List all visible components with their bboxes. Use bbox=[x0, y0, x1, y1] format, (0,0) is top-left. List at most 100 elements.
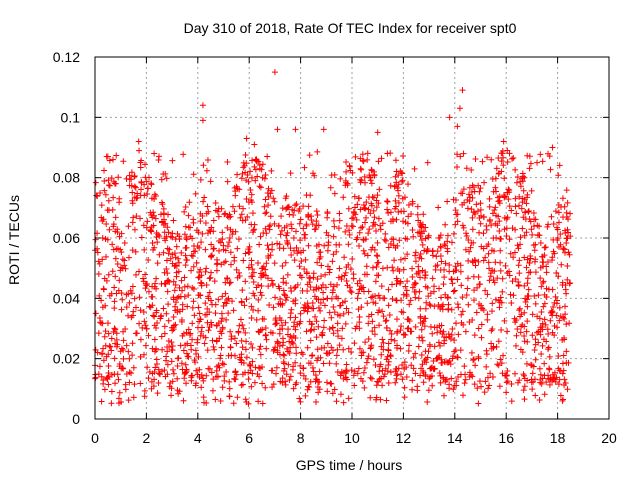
data-point bbox=[302, 376, 309, 383]
data-point bbox=[190, 298, 197, 305]
data-point bbox=[541, 360, 548, 367]
data-point bbox=[307, 327, 314, 334]
data-point bbox=[285, 348, 292, 355]
data-point bbox=[525, 293, 532, 300]
data-point bbox=[561, 203, 568, 210]
data-point bbox=[386, 312, 393, 319]
data-point bbox=[190, 219, 197, 226]
data-point bbox=[284, 229, 291, 236]
data-point bbox=[243, 177, 250, 184]
data-point bbox=[354, 295, 361, 302]
data-point bbox=[286, 211, 293, 218]
data-point bbox=[292, 334, 299, 341]
data-point bbox=[136, 294, 143, 301]
data-point bbox=[420, 318, 427, 325]
data-point bbox=[431, 283, 438, 290]
data-point bbox=[375, 272, 382, 279]
data-point bbox=[247, 186, 254, 193]
data-point bbox=[275, 223, 282, 230]
data-point bbox=[567, 210, 574, 217]
data-point bbox=[495, 155, 502, 162]
data-point bbox=[546, 365, 553, 372]
data-point bbox=[378, 283, 385, 290]
data-point bbox=[536, 396, 543, 403]
data-point bbox=[189, 320, 196, 327]
data-point bbox=[543, 379, 550, 386]
data-point bbox=[537, 151, 544, 158]
data-point bbox=[137, 307, 144, 314]
data-point bbox=[562, 282, 569, 289]
data-point bbox=[197, 316, 204, 323]
data-point bbox=[392, 205, 399, 212]
data-point bbox=[246, 361, 253, 368]
data-point bbox=[501, 175, 508, 182]
data-point bbox=[105, 271, 112, 278]
data-point bbox=[300, 247, 307, 254]
data-point bbox=[494, 361, 501, 368]
data-point bbox=[189, 284, 196, 291]
data-point bbox=[313, 208, 320, 215]
data-point bbox=[404, 278, 411, 285]
data-point bbox=[95, 330, 102, 337]
data-point bbox=[238, 382, 245, 389]
data-point bbox=[265, 193, 272, 200]
data-point bbox=[523, 264, 530, 271]
data-point bbox=[401, 359, 408, 366]
data-point bbox=[210, 246, 217, 253]
data-point bbox=[318, 262, 325, 269]
data-point bbox=[227, 261, 234, 268]
data-point bbox=[475, 400, 482, 407]
data-point bbox=[334, 281, 341, 288]
data-point bbox=[99, 256, 106, 263]
data-point bbox=[475, 274, 482, 281]
data-point bbox=[279, 262, 286, 269]
data-point bbox=[555, 273, 562, 280]
data-point bbox=[434, 324, 441, 331]
data-point bbox=[559, 360, 566, 367]
data-point bbox=[334, 369, 341, 376]
x-axis: 0 2 4 6 8 10 12 14 16 18 20 bbox=[91, 57, 617, 446]
data-point bbox=[268, 277, 275, 284]
data-point bbox=[200, 198, 207, 205]
data-point bbox=[137, 353, 144, 360]
data-point bbox=[219, 384, 226, 391]
data-point bbox=[170, 314, 177, 321]
data-point bbox=[169, 157, 176, 164]
data-point bbox=[425, 348, 432, 355]
data-point bbox=[92, 179, 99, 186]
data-point bbox=[498, 326, 505, 333]
data-point bbox=[405, 316, 412, 323]
data-point bbox=[327, 380, 334, 387]
data-point bbox=[204, 305, 211, 312]
data-point bbox=[562, 230, 569, 237]
data-point bbox=[365, 320, 372, 327]
data-point bbox=[161, 330, 168, 337]
data-point bbox=[472, 156, 479, 163]
data-point bbox=[95, 258, 102, 265]
data-point bbox=[508, 398, 515, 405]
data-point bbox=[165, 317, 172, 324]
data-point bbox=[331, 171, 338, 178]
data-point bbox=[481, 389, 488, 396]
data-point bbox=[119, 256, 126, 263]
data-point bbox=[224, 274, 231, 281]
data-point bbox=[360, 369, 367, 376]
data-point bbox=[103, 221, 110, 228]
data-point bbox=[436, 285, 443, 292]
data-point bbox=[297, 398, 304, 405]
data-point bbox=[286, 376, 293, 383]
chart-title: Day 310 of 2018, Rate Of TEC Index for r… bbox=[184, 20, 517, 36]
data-point bbox=[528, 226, 535, 233]
data-point bbox=[264, 242, 271, 249]
data-point bbox=[555, 201, 562, 208]
data-point bbox=[425, 387, 432, 394]
data-point bbox=[219, 236, 226, 243]
data-point bbox=[280, 287, 287, 294]
data-point bbox=[329, 258, 336, 265]
data-point bbox=[384, 206, 391, 213]
data-point bbox=[563, 321, 570, 328]
data-point bbox=[208, 321, 215, 328]
data-point bbox=[323, 229, 330, 236]
data-point bbox=[444, 198, 451, 205]
data-point bbox=[513, 317, 520, 324]
